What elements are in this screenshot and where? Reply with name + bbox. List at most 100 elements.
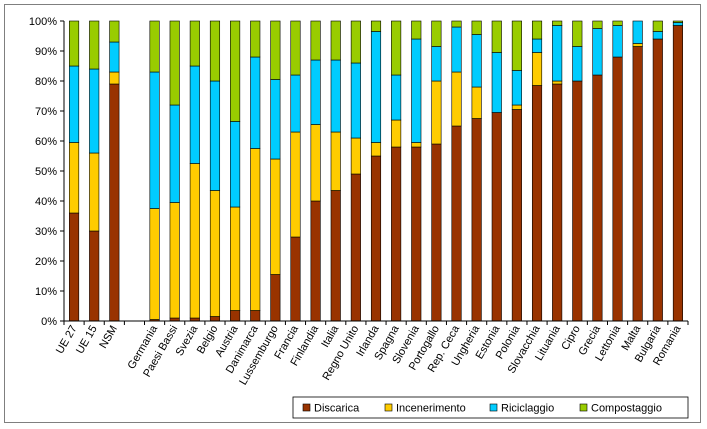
- bar-segment-riciclaggio-2: [109, 41, 120, 73]
- bar-segment-discarica-22: [511, 109, 522, 322]
- bar-segment-discarica-17: [411, 146, 422, 322]
- bar-segment-incenerimento-18: [431, 80, 442, 145]
- bar-segment-riciclaggio-11: [290, 74, 301, 133]
- legend-swatch-compostaggio: [579, 403, 588, 412]
- bar-segment-discarica-10: [270, 274, 281, 322]
- bar-segment-discarica-1: [89, 230, 100, 322]
- bar-segment-incenerimento-17: [411, 142, 422, 148]
- bar-segment-riciclaggio-9: [250, 56, 261, 149]
- bar-segment-riciclaggio-21: [491, 52, 502, 113]
- y-tick-label: 60%: [35, 136, 57, 148]
- bar-segment-riciclaggio-6: [189, 65, 200, 164]
- bars-layer: [69, 20, 683, 322]
- bar-segment-compostaggio-11: [290, 20, 301, 76]
- bar-segment-riciclaggio-23: [531, 38, 543, 53]
- bar-segment-discarica-25: [572, 80, 583, 322]
- bar-segment-incenerimento-2: [109, 71, 120, 85]
- bar-segment-riciclaggio-27: [612, 25, 623, 58]
- x-category-label: NSM: [97, 324, 120, 351]
- bar-segment-incenerimento-24: [552, 80, 563, 85]
- bar-segment-riciclaggio-28: [632, 20, 643, 44]
- bar-segment-riciclaggio-22: [511, 70, 522, 106]
- y-tick-label: 90%: [35, 46, 57, 58]
- bar-segment-incenerimento-4: [149, 208, 160, 320]
- bar-segment-riciclaggio-16: [391, 74, 402, 121]
- bar-segment-riciclaggio-29: [652, 31, 663, 40]
- bar-segment-incenerimento-23: [531, 52, 543, 86]
- bar-segment-discarica-14: [350, 173, 361, 322]
- bar-segment-incenerimento-20: [471, 86, 482, 119]
- bar-segment-compostaggio-15: [370, 20, 382, 32]
- bar-segment-riciclaggio-26: [592, 28, 603, 76]
- bar-segment-discarica-27: [612, 56, 623, 322]
- bar-segment-incenerimento-12: [310, 124, 321, 202]
- bar-segment-riciclaggio-18: [431, 46, 442, 82]
- bar-segment-compostaggio-10: [270, 20, 281, 80]
- bar-segment-discarica-28: [632, 46, 643, 322]
- bar-segment-riciclaggio-14: [350, 62, 361, 139]
- bar-segment-compostaggio-16: [391, 20, 402, 76]
- bar-segment-riciclaggio-4: [149, 71, 160, 209]
- bar-segment-compostaggio-22: [511, 20, 522, 71]
- bar-segment-compostaggio-17: [411, 20, 422, 40]
- legend-swatch-incenerimento: [384, 403, 393, 412]
- legend-label-incenerimento: Incenerimento: [396, 403, 466, 415]
- bar-segment-discarica-0: [69, 212, 80, 322]
- bar-segment-compostaggio-7: [209, 20, 221, 82]
- bar-segment-compostaggio-1: [89, 20, 100, 70]
- bar-segment-incenerimento-0: [69, 142, 80, 214]
- bar-segment-riciclaggio-1: [89, 68, 100, 154]
- bar-segment-discarica-8: [230, 310, 241, 322]
- bar-segment-compostaggio-21: [491, 20, 502, 53]
- bar-segment-discarica-16: [391, 146, 402, 322]
- bar-segment-discarica-18: [431, 143, 442, 322]
- bar-segment-compostaggio-9: [250, 20, 261, 58]
- bar-segment-compostaggio-29: [652, 20, 663, 32]
- bar-segment-incenerimento-28: [632, 43, 643, 47]
- x-category-label: UE 15: [74, 324, 100, 356]
- bar-segment-incenerimento-1: [89, 152, 100, 232]
- bar-segment-incenerimento-8: [230, 206, 241, 311]
- bar-segment-riciclaggio-30: [672, 22, 683, 26]
- bar-segment-riciclaggio-5: [169, 104, 180, 203]
- bar-segment-incenerimento-19: [451, 71, 462, 127]
- bar-segment-discarica-30: [672, 25, 683, 322]
- bar-segment-riciclaggio-0: [69, 65, 80, 143]
- bar-segment-discarica-21: [491, 112, 502, 322]
- bar-segment-incenerimento-10: [270, 158, 281, 275]
- bar-segment-riciclaggio-15: [370, 31, 382, 143]
- bar-segment-discarica-13: [330, 190, 341, 322]
- bar-segment-riciclaggio-20: [471, 34, 482, 88]
- bar-segment-discarica-15: [370, 155, 382, 322]
- bar-segment-compostaggio-13: [330, 20, 341, 61]
- bar-segment-compostaggio-8: [230, 20, 241, 122]
- bar-segment-discarica-23: [531, 85, 543, 322]
- y-tick-label: 70%: [35, 106, 57, 118]
- bar-segment-compostaggio-14: [350, 20, 361, 64]
- y-tick-label: 50%: [35, 166, 57, 178]
- legend-label-discarica: Discarica: [314, 403, 360, 415]
- bar-segment-compostaggio-0: [69, 20, 80, 67]
- bar-segment-compostaggio-6: [189, 20, 200, 67]
- bar-segment-compostaggio-2: [109, 20, 120, 43]
- bar-segment-compostaggio-23: [531, 20, 543, 40]
- legend-label-riciclaggio: Riciclaggio: [501, 403, 554, 415]
- bar-segment-discarica-24: [552, 83, 563, 322]
- bar-segment-compostaggio-27: [612, 20, 623, 26]
- bar-segment-incenerimento-6: [189, 163, 200, 319]
- bar-segment-discarica-12: [310, 200, 321, 322]
- bar-segment-incenerimento-22: [511, 104, 522, 110]
- bar-segment-discarica-19: [451, 125, 462, 322]
- bar-segment-discarica-9: [250, 310, 261, 322]
- bar-segment-compostaggio-26: [592, 20, 603, 29]
- bar-segment-discarica-11: [290, 236, 301, 322]
- y-tick-label: 80%: [35, 76, 57, 88]
- bar-segment-riciclaggio-24: [552, 25, 563, 82]
- y-tick-label: 10%: [35, 286, 57, 298]
- bar-segment-riciclaggio-13: [330, 59, 341, 133]
- y-tick-label: 20%: [35, 256, 57, 268]
- bar-segment-compostaggio-12: [310, 20, 321, 61]
- bar-segment-incenerimento-5: [169, 202, 180, 319]
- bar-segment-incenerimento-15: [370, 142, 382, 157]
- bar-segment-discarica-29: [652, 38, 663, 322]
